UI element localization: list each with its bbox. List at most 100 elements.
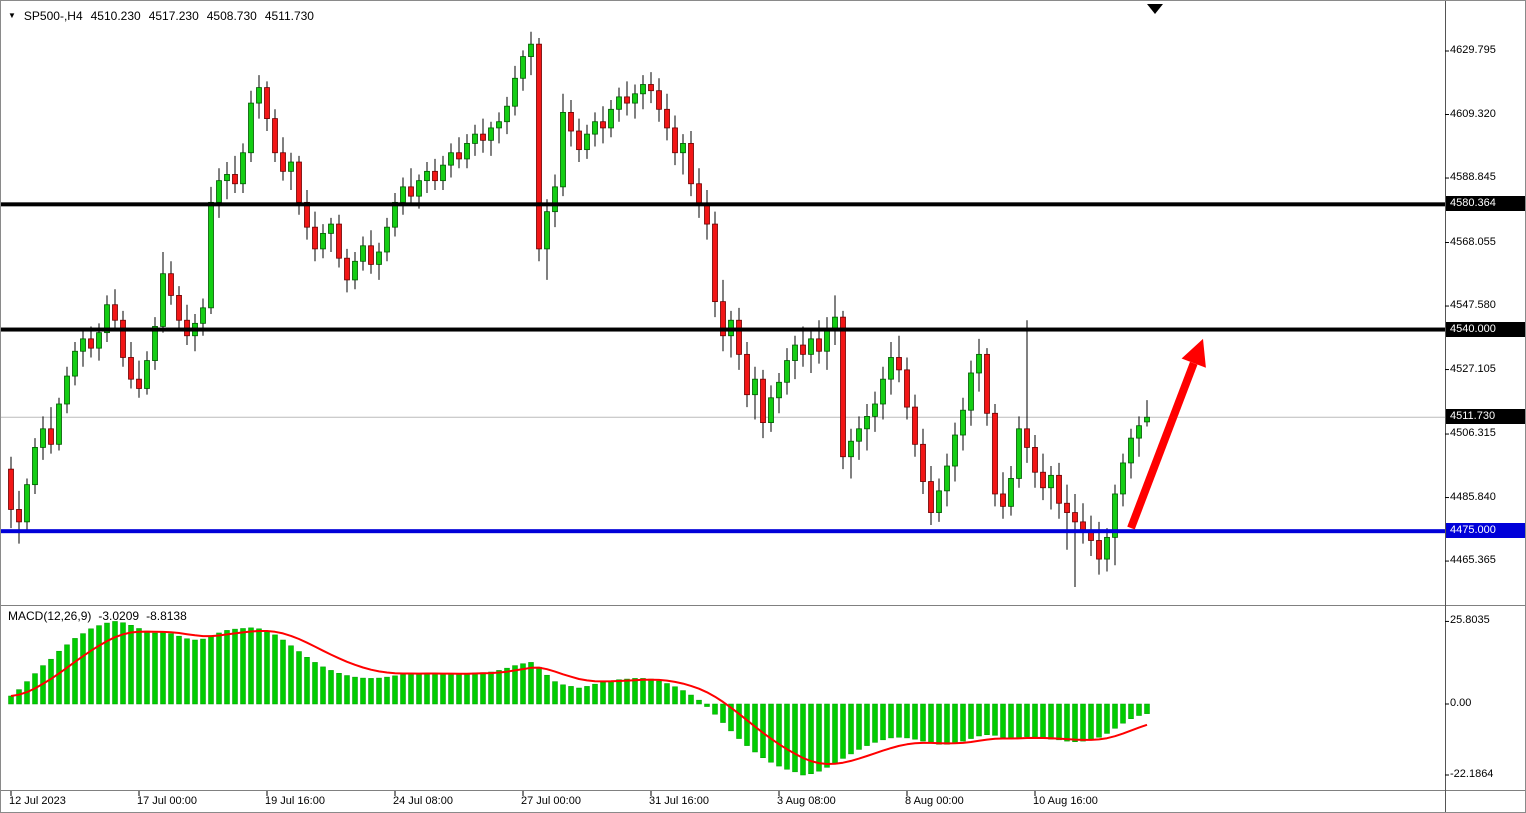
macd-bar [1088,703,1094,741]
candle-up [752,378,758,396]
macd-bar [368,678,374,705]
macd-bar [848,703,854,755]
candle-up [608,108,614,129]
macd-bar [704,703,710,707]
candle-up [824,329,830,352]
candle-up [400,186,406,203]
candle-up [1120,462,1126,495]
macd-bar [968,703,974,739]
symbol-dropdown-icon[interactable]: ▼ [8,11,16,20]
candle-up [360,245,366,262]
candle-down [264,87,270,120]
candle-down [696,183,702,206]
macd-bar [840,703,846,759]
macd-bar [136,628,142,705]
candle-down [536,43,542,250]
macd-bar [88,628,94,705]
macd-bar [64,644,70,705]
macd-bar [256,628,262,705]
macd-signal-line [10,630,1148,765]
candle-up [208,201,214,309]
candle-up [96,332,102,349]
macd-bar [640,678,646,705]
macd-bar [888,703,894,739]
macd-bar [392,675,398,705]
macd-bar [1000,703,1006,738]
macd-bar [144,630,150,705]
price-tick-label: 4588.845 [1450,171,1496,184]
macd-axis-label: -22.1864 [1450,767,1494,780]
price-tick-label: 4609.320 [1450,107,1496,120]
price-axis[interactable]: 4629.795 4609.320 4588.845 4568.055 4547.580… [1446,1,1525,812]
trend-arrow-head[interactable] [1181,338,1206,368]
macd-bar [1056,703,1062,741]
candle-down [840,316,846,458]
candle-down [336,223,342,259]
time-axis[interactable]: 12 Jul 2023 17 Jul 00:00 19 Jul 16:00 24 Ju… [1,792,1445,812]
macd-bar [896,703,902,738]
candle-up [512,77,518,107]
macd-bar [992,703,998,736]
candle-down [624,96,630,104]
macd-bar [240,628,246,705]
candle-down [744,353,750,396]
horizontal-line-4580.364[interactable] [1,202,1445,207]
price-tick-label: 4629.795 [1450,44,1496,56]
macd-bar [1120,703,1126,724]
candle-up [1016,428,1022,479]
macd-bar [976,703,982,737]
candle-up [32,447,38,486]
macd-bar [1144,703,1150,714]
candle-up [320,232,326,250]
time-axis-label: 31 Jul 16:00 [649,795,709,807]
candle-up [880,378,886,405]
macd-signal-value: -8.8138 [146,609,187,623]
candle-down [8,468,14,510]
macd-bar [480,672,486,705]
macd-bar [184,638,190,705]
macd-bar [232,628,238,705]
macd-bar [576,687,582,705]
time-axis-label: 19 Jul 16:00 [265,795,325,807]
horizontal-line-4475.000[interactable] [1,529,1445,534]
horizontal-line-4540.000[interactable] [1,327,1445,332]
candle-up [520,56,526,79]
candle-down [128,357,134,380]
macd-bar [280,639,286,705]
macd-bar [616,679,622,705]
candle-down [688,143,694,185]
candle-up [872,403,878,417]
macd-bar [936,703,942,745]
candle-down [800,344,806,355]
candle-up [224,174,230,182]
chart-shift-marker-icon[interactable] [1147,4,1163,14]
candle-down [176,295,182,321]
macd-bar [1064,703,1070,742]
candle-up [784,360,790,383]
trend-arrow-shaft[interactable] [1127,361,1198,530]
macd-bar [672,686,678,705]
macd-bar [48,658,54,705]
candle-down [760,378,766,424]
time-axis-label: 12 Jul 2023 [9,795,66,807]
candle-up [1144,416,1150,423]
candle-down [1096,540,1102,560]
time-axis-label: 8 Aug 00:00 [905,795,964,807]
macd-bar [768,703,774,763]
macd-bar [376,677,382,705]
macd-bar [736,703,742,739]
candle-up [1008,478,1014,507]
macd-bar [632,678,638,705]
macd-bar [856,703,862,750]
candle-up [448,152,454,166]
macd-bar [320,666,326,705]
candle-down [568,112,574,132]
macd-bar [784,703,790,770]
macd-axis-label: 0.00 [1450,697,1472,709]
candle-up [104,304,110,334]
macd-axis-label: 25.8035 [1450,614,1490,627]
candle-down [920,443,926,482]
candle-down [736,319,742,355]
